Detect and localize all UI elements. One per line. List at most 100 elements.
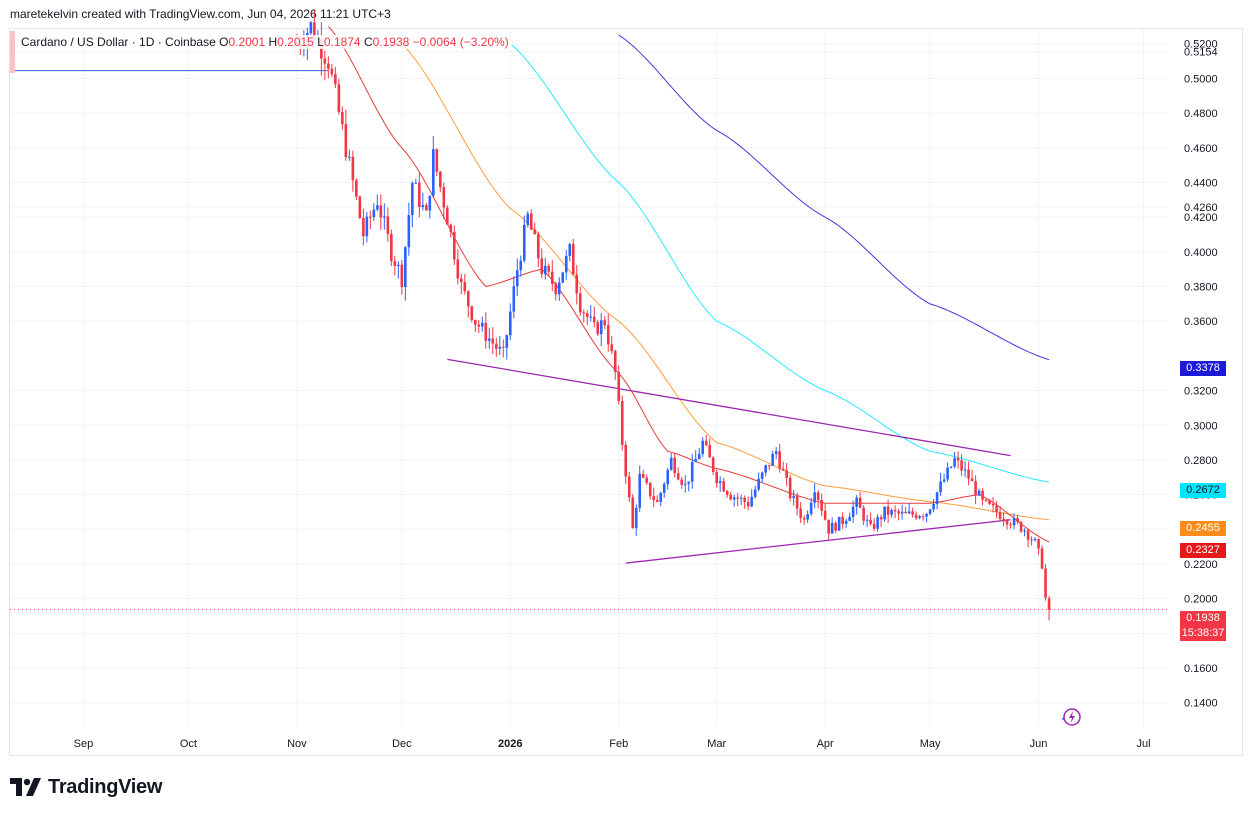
- candle-body: [1030, 539, 1033, 541]
- candle-body: [743, 497, 746, 502]
- candle-body: [407, 215, 411, 248]
- high-value: 0.2015: [277, 35, 314, 49]
- y-tick-label: 0.1400: [1184, 698, 1218, 710]
- candle-body: [421, 205, 425, 208]
- candle-body: [788, 477, 792, 499]
- candle-body: [918, 516, 921, 518]
- candle-body: [1033, 538, 1037, 541]
- y-tick-label: 0.3600: [1184, 316, 1218, 328]
- bar-countdown-label: 15:38:37: [1180, 626, 1226, 641]
- candle-body: [750, 496, 753, 507]
- candle-body: [582, 312, 586, 314]
- candle-body: [393, 261, 397, 266]
- y-tick-label: 0.4000: [1184, 247, 1218, 259]
- y-tick-label: 0.3000: [1184, 420, 1218, 432]
- candle-body: [795, 496, 799, 509]
- ma200-price-label: 0.3378: [1180, 361, 1226, 376]
- candle-body: [348, 156, 351, 158]
- x-tick-label: Dec: [392, 738, 412, 750]
- candle-body: [823, 510, 827, 520]
- y-tick-label: 0.2000: [1184, 594, 1218, 606]
- candle-body: [946, 467, 949, 480]
- symbol-name: Cardano / US Dollar · 1D · Coinbase: [21, 35, 216, 49]
- candle-body: [1026, 530, 1030, 540]
- candle-body: [988, 500, 991, 504]
- symbol-legend[interactable]: Cardano / US Dollar · 1D · Coinbase O0.2…: [18, 35, 512, 49]
- candle-body: [309, 22, 313, 34]
- ma20-price-label: 0.2327: [1180, 543, 1226, 558]
- candle-body: [935, 492, 939, 505]
- candle-body: [876, 517, 879, 529]
- grid-lines: [10, 29, 1168, 727]
- candle-body: [977, 490, 981, 496]
- candle-body: [358, 196, 362, 219]
- moving-average-line-3: [328, 26, 1050, 543]
- candle-body: [991, 503, 995, 506]
- y-tick-label: 0.5154: [1184, 47, 1218, 59]
- tradingview-logo[interactable]: TradingView: [10, 775, 162, 799]
- candle-body: [729, 494, 732, 500]
- x-tick-label: Sep: [74, 738, 94, 750]
- candle-body: [925, 513, 928, 517]
- y-tick-label: 0.3800: [1184, 282, 1218, 294]
- candle-body: [533, 229, 537, 235]
- candle-body: [323, 58, 327, 64]
- candle-body: [645, 477, 649, 483]
- candle-body: [568, 244, 572, 256]
- candle-body: [449, 224, 453, 233]
- candle-body: [848, 516, 851, 521]
- candle-body: [1002, 519, 1005, 521]
- candle-body: [865, 519, 869, 521]
- candle-body: [792, 496, 795, 499]
- y-tick-label: 0.4400: [1184, 177, 1218, 189]
- candle-body: [379, 205, 383, 218]
- candle-body: [802, 518, 806, 520]
- low-value: 0.1874: [323, 35, 361, 49]
- candle-body: [390, 233, 393, 262]
- candle-body: [501, 346, 505, 348]
- candle-body: [446, 207, 449, 225]
- candle-body: [844, 520, 848, 524]
- candle-body: [1040, 548, 1044, 569]
- ma50-price-label: 0.2455: [1180, 521, 1226, 536]
- candle-body: [631, 497, 635, 529]
- candle-body: [897, 511, 900, 514]
- candle-body: [470, 306, 474, 320]
- candle-body: [764, 465, 767, 473]
- candle-body: [330, 68, 334, 75]
- candle-body: [536, 234, 540, 259]
- candle-body: [564, 255, 568, 273]
- candle-body: [512, 286, 516, 312]
- candle-body: [757, 478, 760, 490]
- candle-body: [480, 322, 484, 327]
- candle-body: [505, 335, 509, 348]
- candle-body: [1047, 598, 1051, 610]
- candle-body: [960, 460, 963, 471]
- candle-body: [362, 218, 365, 237]
- y-tick-label: 0.2200: [1184, 559, 1218, 571]
- ma100-price-label: 0.2672: [1180, 483, 1226, 498]
- candle-body: [592, 316, 596, 323]
- candle-body: [998, 512, 1002, 520]
- candle-body: [610, 344, 614, 352]
- candle-body: [942, 479, 946, 482]
- candle-body: [939, 481, 942, 493]
- candle-body: [907, 511, 911, 514]
- high-label: H: [268, 35, 278, 49]
- candle-body: [453, 232, 456, 260]
- y-tick-label: 0.5000: [1184, 73, 1218, 85]
- candle-body: [781, 468, 785, 471]
- candle-body: [708, 445, 711, 458]
- candle-body: [834, 522, 837, 531]
- candle-body: [799, 508, 802, 519]
- candle-body: [841, 516, 844, 524]
- time-axis: Sep Oct Nov Dec 2026 Feb Mar Apr May Jun Jul: [74, 738, 1151, 750]
- lightning-icon[interactable]: [1060, 706, 1082, 728]
- candle-body: [376, 205, 379, 210]
- candle-body: [970, 478, 974, 482]
- moving-average-line-1: [509, 43, 1050, 483]
- candle-body: [460, 278, 463, 283]
- candle-body: [953, 458, 956, 467]
- candle-body: [914, 514, 918, 518]
